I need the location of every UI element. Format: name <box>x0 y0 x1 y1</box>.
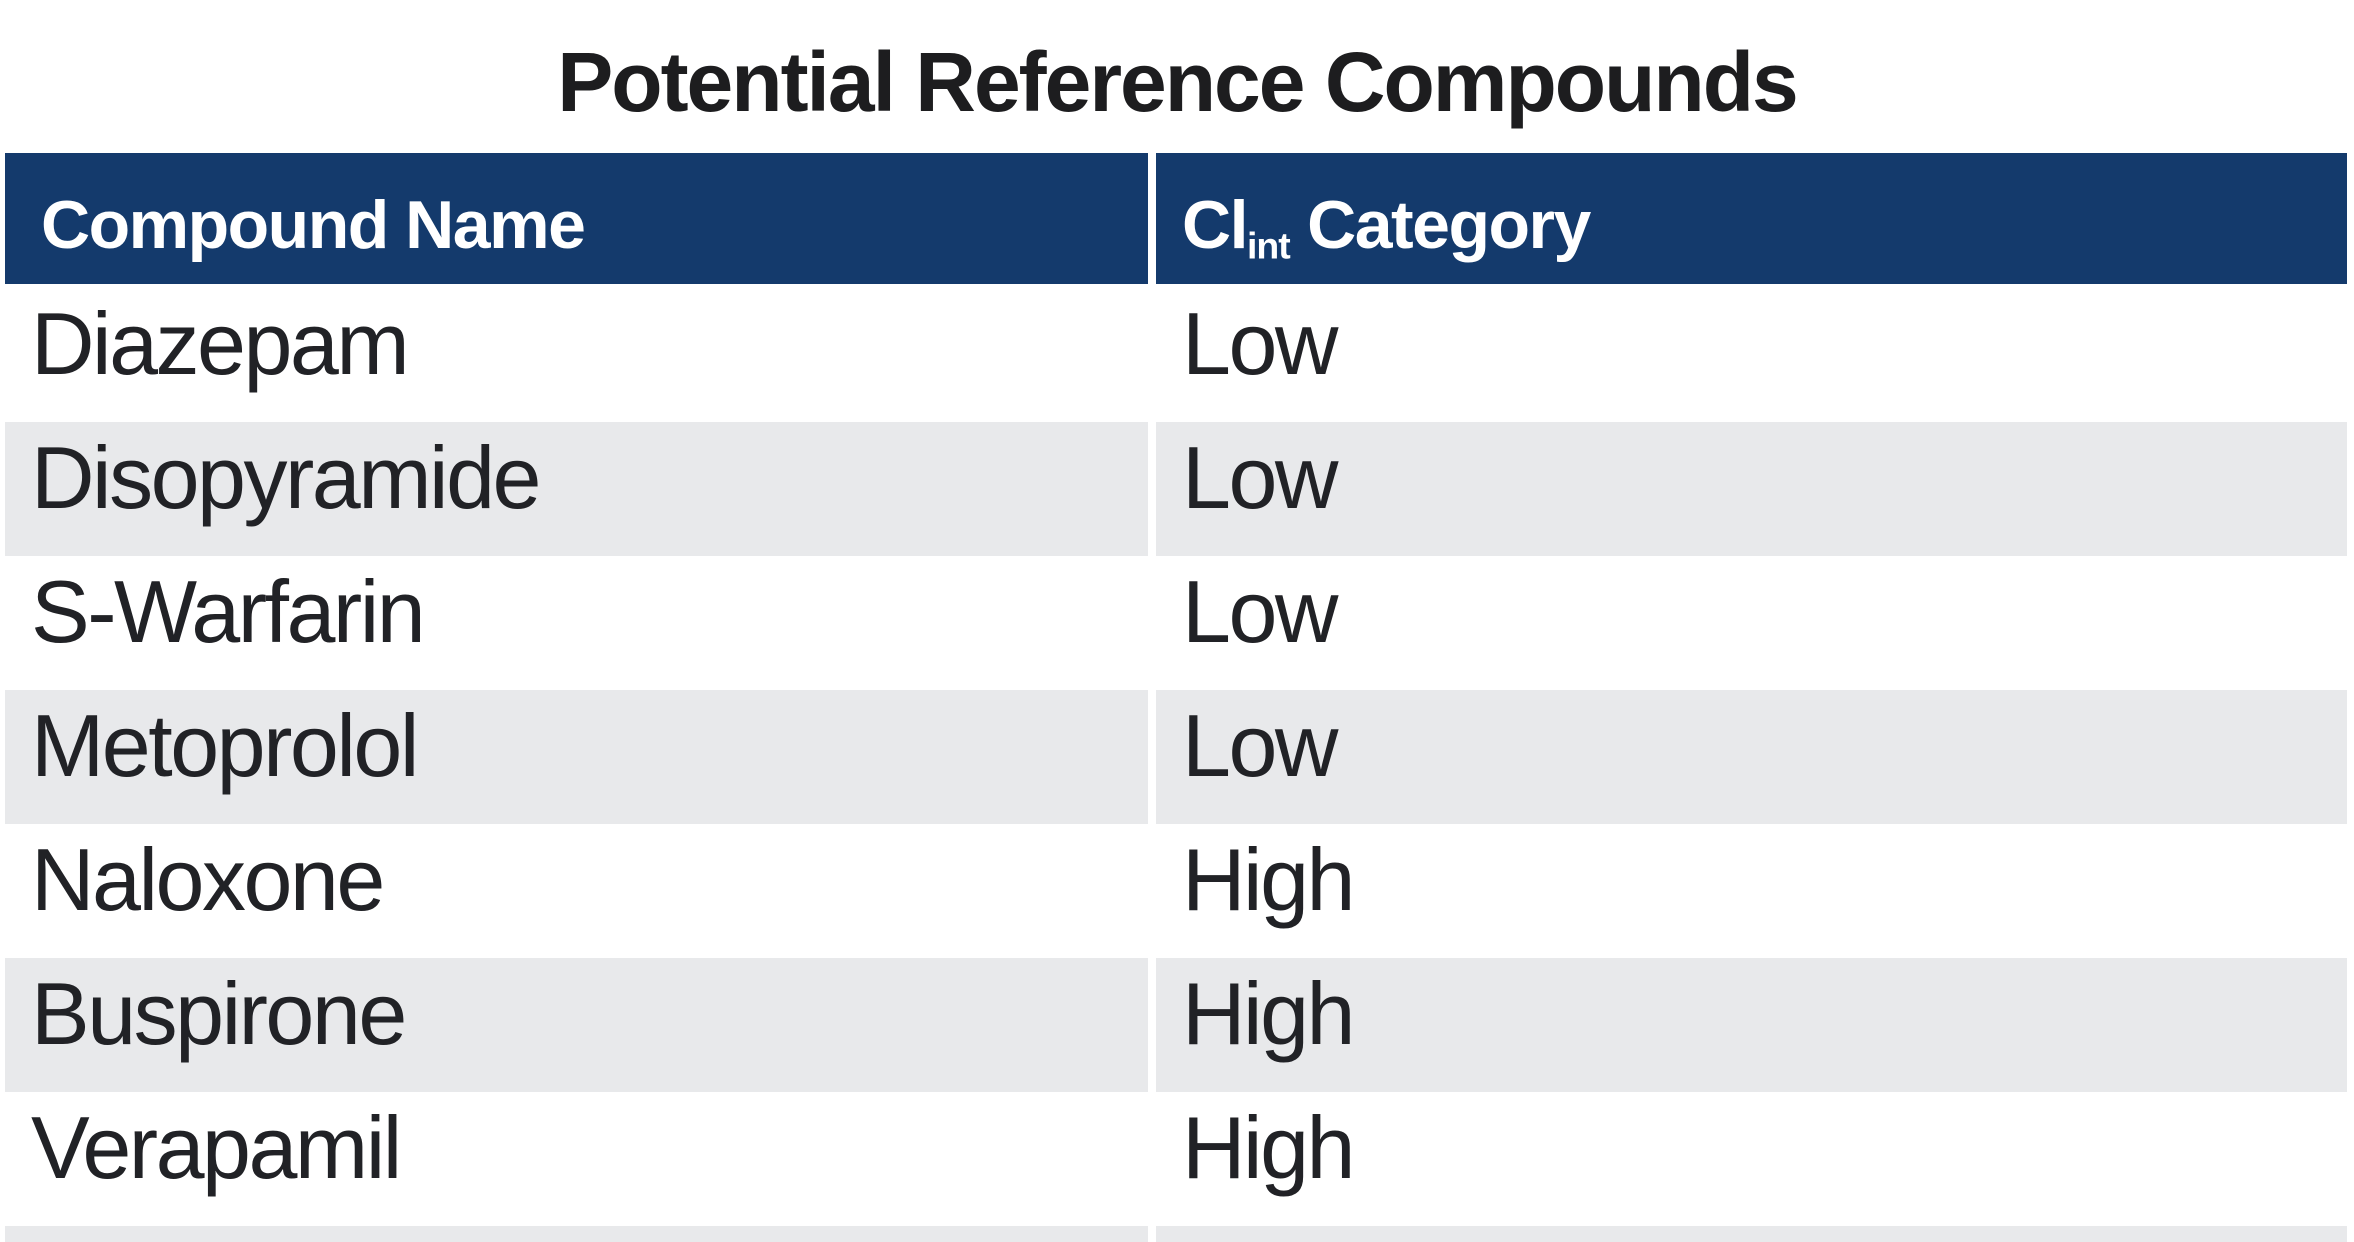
clint-base: Cl <box>1182 187 1249 263</box>
table-row: Diazepam Low <box>5 288 2347 422</box>
compound-name-cell: Metoprolol <box>5 690 1148 824</box>
column-header-clint-category: Clint Category <box>1156 153 2347 284</box>
compound-name-cell: Disopyramide <box>5 422 1148 556</box>
compound-name-cell: Buspirone <box>5 958 1148 1092</box>
clint-subscript: int <box>1247 224 1291 267</box>
compound-name-cell: S-Warfarin <box>5 556 1148 690</box>
clint-rest: Category <box>1289 187 1591 263</box>
compound-name-cell: Naloxone <box>5 824 1148 958</box>
table-row-partial-cropped <box>5 1226 2347 1242</box>
compound-name-cell: Diazepam <box>5 288 1148 422</box>
clint-category-cell: Low <box>1156 288 2347 422</box>
table-row: Buspirone High <box>5 958 2347 1092</box>
table-row: Verapamil High <box>5 1092 2347 1226</box>
table-row: Metoprolol Low <box>5 690 2347 824</box>
compound-name-cell <box>5 1226 1148 1242</box>
clint-category-cell: Low <box>1156 690 2347 824</box>
clint-category-cell <box>1156 1226 2347 1242</box>
table-row: Naloxone High <box>5 824 2347 958</box>
clint-category-cell: High <box>1156 1092 2347 1226</box>
clint-category-cell: High <box>1156 824 2347 958</box>
table-row: S-Warfarin Low <box>5 556 2347 690</box>
clint-category-cell: Low <box>1156 556 2347 690</box>
compound-name-cell: Verapamil <box>5 1092 1148 1226</box>
column-header-compound-name: Compound Name <box>5 153 1148 284</box>
page-title: Potential Reference Compounds <box>557 35 1799 129</box>
clint-category-cell: Low <box>1156 422 2347 556</box>
table-row: Disopyramide Low <box>5 422 2347 556</box>
reference-compounds-table: Compound Name Clint Category Diazepam Lo… <box>5 153 2347 1242</box>
clint-category-cell: High <box>1156 958 2347 1092</box>
table-header-row: Compound Name Clint Category <box>5 153 2347 284</box>
